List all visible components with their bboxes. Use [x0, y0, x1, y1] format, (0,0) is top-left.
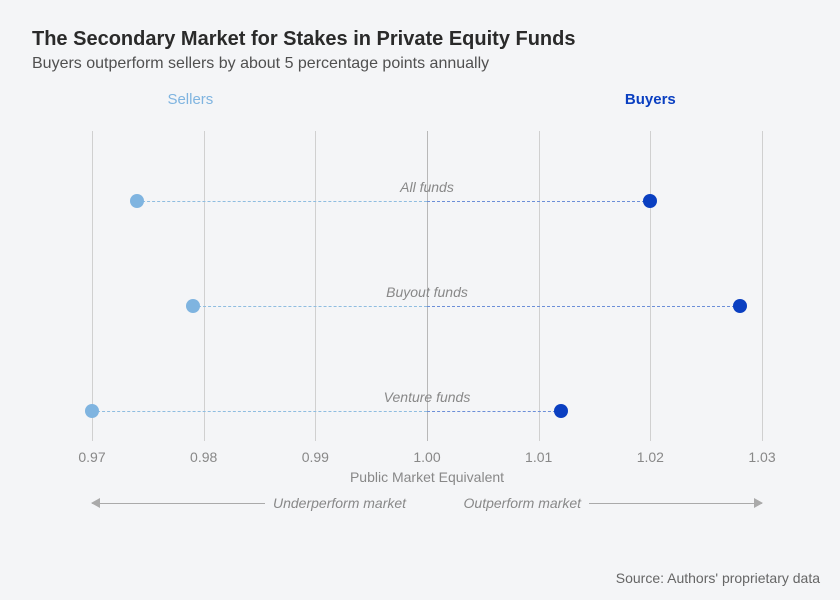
connector-line — [427, 411, 561, 412]
chart-subtitle: Buyers outperform sellers by about 5 per… — [32, 55, 808, 73]
row-label: All funds — [92, 179, 762, 195]
outperform-arrow: Outperform market — [439, 495, 762, 511]
connector-line — [92, 411, 427, 412]
arrow-right-icon — [589, 503, 762, 504]
legend-buyers: Buyers — [625, 91, 676, 108]
underperform-label: Underperform market — [273, 495, 406, 511]
connector-line — [137, 201, 427, 202]
x-tick-label: 1.00 — [413, 449, 440, 465]
row-label: Venture funds — [92, 389, 762, 405]
row-label: Buyout funds — [92, 284, 762, 300]
seller-point — [85, 404, 99, 418]
arrow-left-icon — [92, 503, 265, 504]
x-tick-label: 0.98 — [190, 449, 217, 465]
x-axis-title: Public Market Equivalent — [92, 469, 762, 485]
seller-point — [186, 299, 200, 313]
x-tick-label: 0.99 — [302, 449, 329, 465]
buyer-point — [554, 404, 568, 418]
chart-title: The Secondary Market for Stakes in Priva… — [32, 28, 808, 51]
outperform-label: Outperform market — [464, 495, 581, 511]
buyer-point — [643, 194, 657, 208]
x-tick-label: 1.01 — [525, 449, 552, 465]
chart-area: Sellers Buyers All funds Buyout funds Vent… — [92, 91, 762, 481]
plot-area: All funds Buyout funds Venture funds — [92, 131, 762, 441]
seller-point — [130, 194, 144, 208]
source-text: Source: Authors' proprietary data — [616, 570, 820, 586]
connector-line — [427, 201, 650, 202]
underperform-arrow: Underperform market — [92, 495, 415, 511]
connector-line — [427, 306, 740, 307]
connector-line — [193, 306, 428, 307]
gridline — [762, 131, 763, 441]
legend-sellers: Sellers — [167, 91, 213, 108]
buyer-point — [733, 299, 747, 313]
x-tick-label: 0.97 — [78, 449, 105, 465]
x-tick-label: 1.03 — [748, 449, 775, 465]
x-tick-label: 1.02 — [637, 449, 664, 465]
